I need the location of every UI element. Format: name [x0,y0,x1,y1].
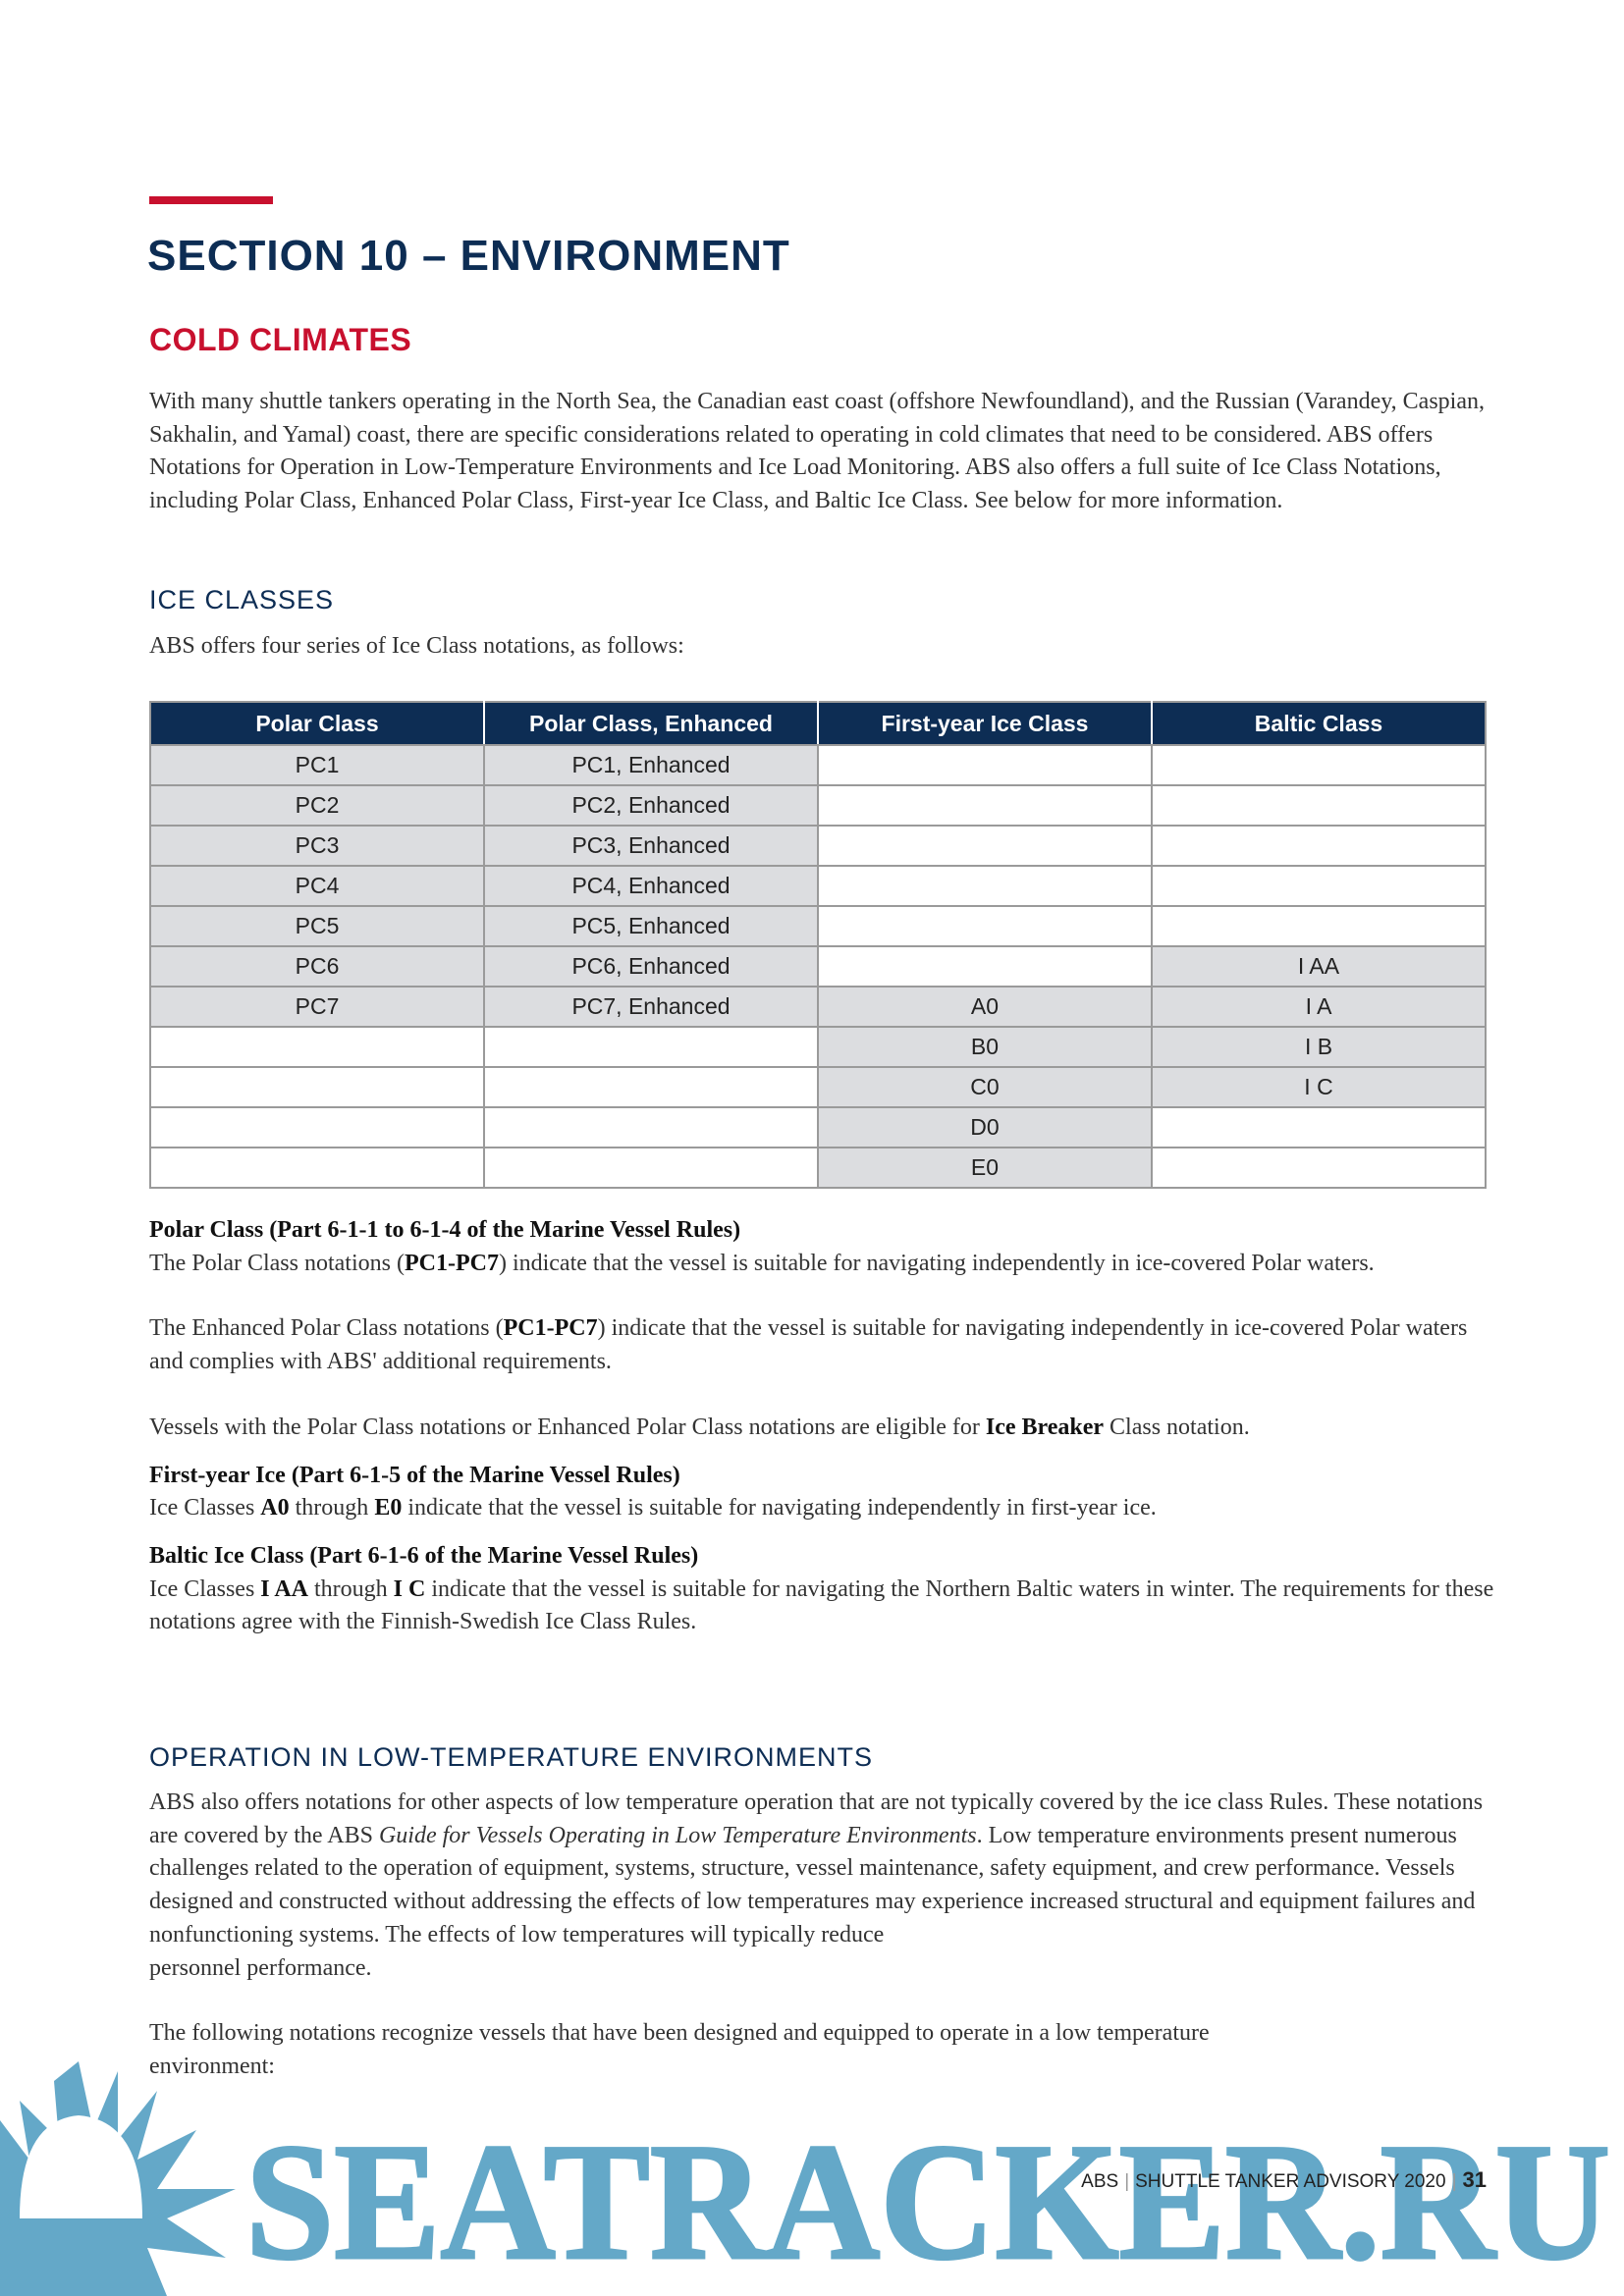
table-row: D0 [149,1106,1487,1148]
table-cell: I AA [1151,945,1487,988]
table-cell: I C [1151,1066,1487,1108]
table-cell [1151,744,1487,786]
low-temp-heading: OPERATION IN LOW-TEMPERATURE ENVIRONMENT… [149,1742,874,1772]
table-row: PC5 PC5, Enhanced [149,905,1487,947]
polar-class-paragraph: The Polar Class notations (PC1-PC7) indi… [149,1250,1375,1276]
table-header-cell: Polar Class [149,701,485,746]
intro-paragraph: With many shuttle tankers operating in t… [149,389,1485,514]
table-row: C0 I C [149,1066,1487,1108]
table-cell: I B [1151,1026,1487,1068]
table-cell: PC4 [149,865,485,907]
table-cell [149,1147,485,1189]
table-header-cell: First-year Ice Class [817,701,1153,746]
low-temp-section: ABS also offers notations for other aspe… [149,1787,1494,2084]
table-row: PC6 PC6, Enhanced I AA [149,945,1487,988]
table-cell [149,1026,485,1068]
table-cell [817,945,1153,988]
table-cell [1151,1147,1487,1189]
subsection-title: COLD CLIMATES [149,322,412,357]
table-cell: PC1 [149,744,485,786]
table-cell [149,1066,485,1108]
table-cell [1151,1106,1487,1148]
ice-classes-lead: ABS offers four series of Ice Class nota… [149,633,684,659]
table-cell [817,905,1153,947]
baltic-title: Baltic Ice Class (Part 6-1-6 of the Mari… [149,1542,699,1569]
table-cell: PC4, Enhanced [483,865,819,907]
table-cell [483,1106,819,1148]
footer-publication: SHUTTLE TANKER ADVISORY 2020 [1135,2171,1446,2192]
table-row: PC3 PC3, Enhanced [149,825,1487,867]
footer-brand: ABS [1081,2171,1119,2192]
table-cell [817,825,1153,867]
table-cell [483,1026,819,1068]
ice-breaker-paragraph: Vessels with the Polar Class notations o… [149,1414,1250,1440]
page-footer: ABS | SHUTTLE TANKER ADVISORY 2020 | 31 [1081,2167,1487,2192]
page-number: 31 [1462,2167,1487,2192]
table-cell: PC3 [149,825,485,867]
table-cell: I A [1151,986,1487,1028]
table-cell: B0 [817,1026,1153,1068]
baltic-paragraph: Ice Classes I AA through I C indicate th… [149,1575,1494,1635]
table-cell: PC5 [149,905,485,947]
table-cell [817,744,1153,786]
table-row: PC1 PC1, Enhanced [149,744,1487,786]
table-cell [1151,905,1487,947]
first-year-paragraph: Ice Classes A0 through E0 indicate that … [149,1495,1157,1522]
ice-class-table: Polar Class Polar Class, Enhanced First-ye… [149,701,1487,1189]
section-title: SECTION 10 – ENVIRONMENT [147,232,790,280]
table-cell: A0 [817,986,1153,1028]
low-temp-paragraph: ABS also offers notations for other aspe… [149,1789,1484,1981]
polar-class-section: Polar Class (Part 6-1-1 to 6-1-4 of the … [149,1214,1494,1639]
table-cell [1151,865,1487,907]
table-cell [817,784,1153,827]
table-cell [483,1147,819,1189]
table-row: B0 I B [149,1026,1487,1068]
ice-classes-heading: ICE CLASSES [149,585,335,614]
table-cell [483,1066,819,1108]
table-cell: D0 [817,1106,1153,1148]
table-cell: PC6, Enhanced [483,945,819,988]
table-cell: PC6 [149,945,485,988]
table-row: PC7 PC7, Enhanced A0 I A [149,986,1487,1028]
polar-class-title: Polar Class (Part 6-1-1 to 6-1-4 of the … [149,1217,741,1243]
enhanced-polar-paragraph: The Enhanced Polar Class notations (PC1-… [149,1315,1468,1375]
table-header-cell: Polar Class, Enhanced [483,701,819,746]
table-cell [149,1106,485,1148]
seatracker-watermark: SEATRACKER.RU [0,2061,1612,2296]
first-year-title: First-year Ice (Part 6-1-5 of the Marine… [149,1462,680,1488]
watermark-text: SEATRACKER.RU [245,2109,1610,2294]
table-cell: PC2, Enhanced [483,784,819,827]
table-cell: PC7 [149,986,485,1028]
section-accent-bar [149,196,273,204]
table-cell: C0 [817,1066,1153,1108]
table-cell [1151,825,1487,867]
table-cell: PC5, Enhanced [483,905,819,947]
table-cell [1151,784,1487,827]
table-header-cell: Baltic Class [1151,701,1487,746]
table-cell: E0 [817,1147,1153,1189]
table-cell [817,865,1153,907]
low-temp-notations-lead: The following notations recognize vessel… [149,2020,1210,2079]
table-row: PC2 PC2, Enhanced [149,784,1487,827]
table-row: PC4 PC4, Enhanced [149,865,1487,907]
table-row: E0 [149,1147,1487,1189]
table-cell: PC2 [149,784,485,827]
table-cell: PC3, Enhanced [483,825,819,867]
table-cell: PC7, Enhanced [483,986,819,1028]
sun-logo-icon [0,2061,236,2296]
table-cell: PC1, Enhanced [483,744,819,786]
